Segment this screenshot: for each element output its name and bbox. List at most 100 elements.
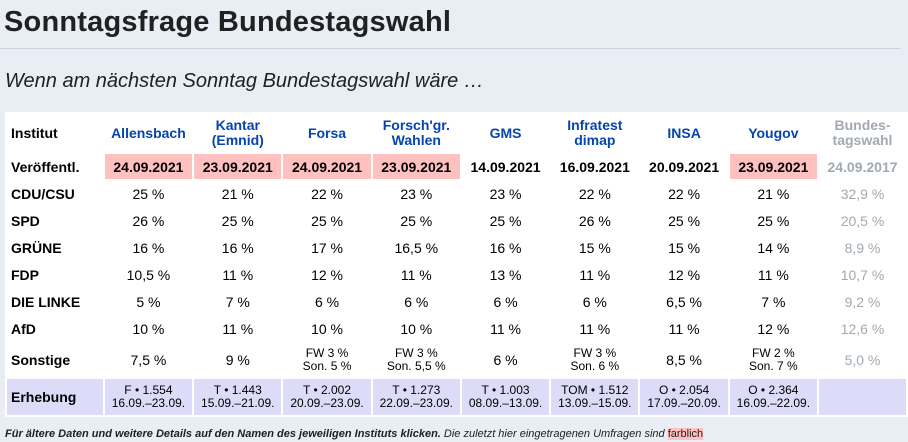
party-value-cell: 13 % — [489, 266, 522, 283]
erhebung-cell: T • 1.273 22.09.–23.09. — [372, 379, 460, 415]
institute-name-line1[interactable]: INSA — [667, 124, 701, 141]
institute-link[interactable]: INSA — [640, 114, 727, 152]
party-value-cell: 6 % — [314, 293, 340, 310]
erhebung-period: 17.09.–20.09. — [647, 396, 721, 410]
erhebung-method-count: F • 1.554 — [124, 383, 173, 397]
party-value-cell: 9,2 % — [844, 293, 881, 310]
party-value-cell: 11 % — [400, 266, 432, 283]
published-date-cell: 24.09.2021 — [104, 154, 193, 179]
erhebung-period: 08.09.–13.09. — [468, 396, 543, 410]
institute-link[interactable]: Yougov — [730, 114, 817, 152]
sonstige-split: FW 3 % Son. 5 % — [287, 347, 366, 373]
sonstige-line2: Son. 5 % — [302, 359, 352, 373]
institute-name-line1[interactable]: Infratest — [567, 117, 623, 133]
party-value-cell: 11 % — [757, 266, 789, 283]
published-date-row: Veröffentl. 24.09.2021 23.09.2021 24.09.202… — [7, 154, 906, 179]
erhebung-info: TOM • 1.512 13.09.–15.09. — [555, 384, 634, 410]
party-value-cell: 10,5 % — [126, 266, 171, 283]
party-value-cell: 26 % — [132, 212, 165, 229]
erhebung-info: T • 2.002 20.09.–23.09. — [287, 384, 366, 410]
institute-name-line1[interactable]: Allensbach — [111, 124, 186, 141]
poll-table: Institut Allensbach Kantar (Emnid) Forsa Fors… — [5, 112, 908, 417]
institute-name-line1[interactable]: Forsa — [307, 124, 347, 141]
footer-normal-text: Die zuletzt hier eingetragenen Umfragen … — [440, 428, 668, 440]
erhebung-period: 15.09.–21.09. — [201, 396, 275, 410]
institute-name-line1[interactable]: Yougov — [748, 124, 799, 141]
party-value-cell: 12 % — [757, 320, 790, 337]
party-value-cell: 5 % — [136, 293, 161, 310]
erhebung-cell — [818, 379, 906, 415]
row-label-erhebung: Erhebung — [7, 379, 103, 415]
institute-name-line2[interactable]: Wahlen — [391, 132, 441, 148]
party-value-cell: 6,5 % — [666, 293, 702, 310]
party-name: Sonstige — [11, 352, 71, 368]
erhebung-cell: O • 2.364 16.09.–22.09. — [729, 379, 817, 415]
party-value-cell: 6 % — [493, 293, 518, 310]
published-date-cell: 16.09.2021 — [559, 158, 630, 175]
published-date-cell: 24.09.2021 — [283, 154, 371, 179]
sonstige-line1: FW 3 % — [305, 346, 349, 360]
party-row: GRÜNE 16 % 16 % 17 % 16,5 % 16 % 15 % 15 % 14 % 8… — [7, 235, 906, 260]
party-value-cell: 17 % — [311, 239, 343, 256]
institute-name-line2[interactable]: dimap — [574, 132, 616, 148]
institute-name-line1[interactable]: Kantar — [215, 117, 260, 133]
party-name: FDP — [11, 266, 39, 283]
party-value-cell: 12,6 % — [840, 320, 885, 337]
published-date-cell: 23.09.2021 — [372, 154, 460, 179]
footer-bold-text: Für ältere Daten und weitere Details auf… — [5, 428, 441, 440]
party-name: CDU/CSU — [11, 185, 75, 202]
erhebung-info — [823, 391, 902, 404]
erhebung-cell: T • 1.443 15.09.–21.09. — [194, 379, 282, 415]
party-row: AfD 10 % 11 % 10 % 10 % 11 % 11 % 11 % 12 % 12,6 … — [7, 316, 906, 341]
institute-link[interactable]: Forsa — [283, 114, 370, 152]
sonstige-line1: FW 3 % — [394, 346, 438, 360]
institute-link[interactable]: Kantar (Emnid) — [194, 114, 281, 152]
institute-link[interactable]: GMS — [462, 114, 549, 152]
party-value-cell: 10,7 % — [840, 266, 885, 283]
sonstige-line2: Son. 6 % — [570, 359, 620, 373]
footer-mark-text: farblich — [667, 428, 704, 440]
institute-link[interactable]: Allensbach — [105, 114, 192, 152]
institute-link[interactable]: Forsch'gr. Wahlen — [373, 114, 460, 152]
party-value-cell: 8,9 % — [844, 239, 881, 256]
published-date-cell: 23.09.2021 — [729, 154, 817, 179]
party-value-cell: 32,9 % — [840, 185, 885, 202]
published-date-cell: 23.09.2021 — [194, 154, 282, 179]
sonstige-value-cell: FW 3 % Son. 6 % — [551, 343, 638, 377]
erhebung-method-count: T • 1.443 — [213, 383, 262, 397]
party-value-cell: 7 % — [225, 293, 250, 310]
sonstige-value-cell: FW 3 % Son. 5 % — [283, 343, 370, 377]
party-value-cell: 25 % — [668, 212, 701, 229]
erhebung-info: T • 1.443 15.09.–21.09. — [198, 384, 277, 410]
header-bar: Sonntagsfrage Bundestagswahl — [0, 0, 908, 49]
erhebung-method-count: T • 1.273 — [392, 383, 441, 397]
institute-name-line1[interactable]: GMS — [489, 124, 522, 141]
party-value-cell: 21 % — [757, 185, 790, 202]
party-row: CDU/CSU 25 % 21 % 22 % 23 % 23 % 22 % 22 % 21 % 3… — [7, 181, 906, 206]
institute-bundestagswahl: Bundes-tagswahl — [819, 114, 906, 152]
erhebung-cell: T • 2.002 20.09.–23.09. — [283, 379, 371, 415]
erhebung-cell: O • 2.054 17.09.–20.09. — [640, 379, 728, 415]
erhebung-cell: T • 1.003 08.09.–13.09. — [461, 379, 550, 415]
institute-link[interactable]: Infratest dimap — [551, 114, 638, 152]
party-row: SPD 26 % 25 % 25 % 25 % 25 % 26 % 25 % 25 % 20,5 … — [7, 208, 906, 233]
party-value-cell: 10 % — [400, 320, 433, 337]
sonstige-split: FW 2 % Son. 7 % — [734, 347, 813, 373]
row-label-veroeffentl: Veröffentl. — [11, 158, 80, 175]
party-value-cell: 22 % — [311, 185, 343, 202]
erhebung-cell: F • 1.554 16.09.–23.09. — [104, 379, 193, 415]
party-name: SPD — [11, 212, 40, 229]
sonstige-line1: 6 % — [493, 352, 518, 368]
sonstige-split: FW 3 % Son. 6 % — [555, 347, 634, 373]
institute-name-line2[interactable]: (Emnid) — [211, 132, 264, 148]
party-value-cell: 20,5 % — [840, 212, 885, 229]
erhebung-period: 16.09.–22.09. — [736, 396, 811, 410]
erhebung-period: 13.09.–15.09. — [558, 396, 632, 410]
erhebung-period: 16.09.–23.09. — [111, 396, 186, 410]
institute-name-line2: tagswahl — [832, 132, 893, 148]
party-row: FDP 10,5 % 11 % 12 % 11 % 13 % 11 % 12 % 11 % 10,… — [7, 262, 906, 287]
institute-name-line1[interactable]: Forsch'gr. — [382, 117, 450, 133]
party-value-cell: 25 % — [221, 212, 254, 229]
party-value-cell: 22 % — [668, 185, 701, 202]
party-value-cell: 16,5 % — [394, 239, 439, 256]
